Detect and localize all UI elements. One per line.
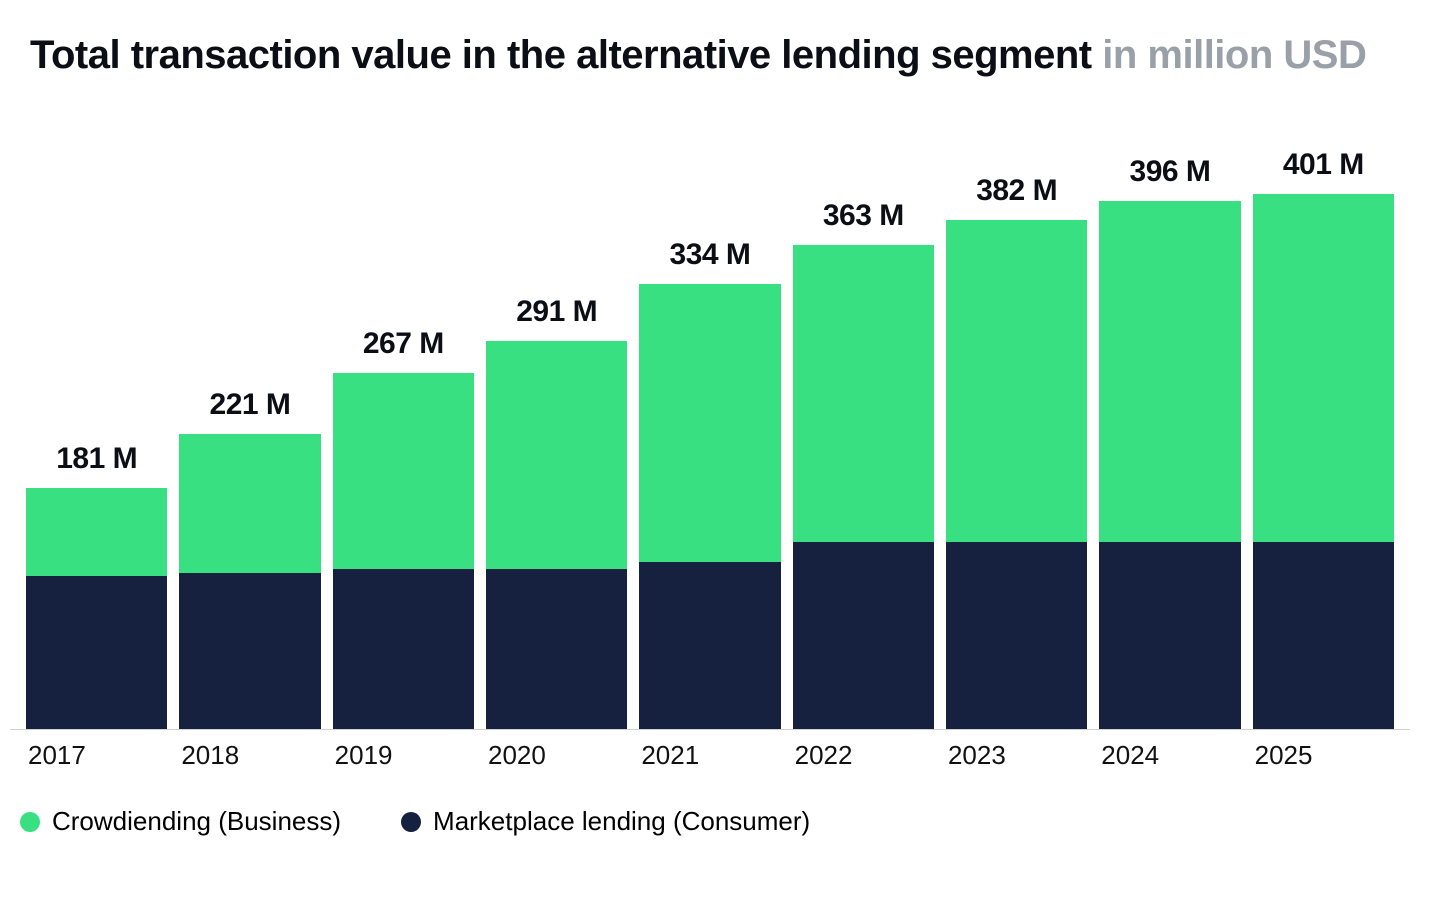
bar-group: 396 M [1099,201,1240,729]
bar-segment-marketplace [1253,542,1394,729]
bar-value-label: 334 M [639,238,780,272]
chart-title: Total transaction value in the alternati… [30,30,1410,80]
x-tick: 2024 [1099,740,1240,771]
x-tick: 2025 [1253,740,1394,771]
x-tick: 2017 [26,740,167,771]
bar-segment-crowdlending [333,373,474,569]
bar-group: 334 M [639,284,780,729]
bar-segment-crowdlending [1099,201,1240,542]
legend-item-crowdlending: Crowdiending (Business) [20,806,341,837]
bar-value-label: 267 M [333,327,474,361]
x-tick: 2019 [333,740,474,771]
bar-segment-crowdlending [1253,194,1394,542]
bar-segment-crowdlending [179,434,320,573]
chart: 181 M221 M267 M291 M334 M363 M382 M396 M… [10,130,1410,837]
bar-segment-crowdlending [26,488,167,576]
bar-segment-crowdlending [946,220,1087,543]
bar-value-label: 401 M [1253,148,1394,182]
bar-segment-marketplace [486,569,627,729]
bar-group: 181 M [26,488,167,729]
bar-group: 363 M [793,245,934,729]
legend-swatch [401,812,421,832]
x-tick: 2022 [793,740,934,771]
bar-segment-marketplace [26,576,167,729]
bar-value-label: 382 M [946,174,1087,208]
bar-group: 221 M [179,434,320,729]
x-tick: 2018 [179,740,320,771]
chart-plot-area: 181 M221 M267 M291 M334 M363 M382 M396 M… [10,130,1410,730]
bar-value-label: 363 M [793,199,934,233]
bar-value-label: 396 M [1099,155,1240,189]
bar-segment-crowdlending [639,284,780,563]
legend-label: Crowdiending (Business) [52,806,341,837]
x-tick: 2021 [639,740,780,771]
bar-segment-marketplace [639,562,780,729]
legend-item-marketplace: Marketplace lending (Consumer) [401,806,810,837]
bar-value-label: 221 M [179,388,320,422]
chart-title-sub: in million USD [1102,33,1366,77]
legend: Crowdiending (Business) Marketplace lendi… [10,806,1410,837]
bar-value-label: 181 M [26,442,167,476]
bar-group: 401 M [1253,194,1394,729]
bar-segment-marketplace [1099,542,1240,729]
chart-title-main: Total transaction value in the alternati… [30,33,1092,77]
bar-value-label: 291 M [486,295,627,329]
legend-label: Marketplace lending (Consumer) [433,806,810,837]
x-axis: 2017 2018 2019 2020 2021 2022 2023 2024 2025 [10,740,1410,771]
bar-segment-marketplace [333,569,474,729]
bar-segment-marketplace [946,542,1087,729]
x-tick: 2023 [946,740,1087,771]
bar-group: 267 M [333,373,474,729]
legend-swatch [20,812,40,832]
bar-segment-crowdlending [486,341,627,569]
bar-group: 382 M [946,220,1087,729]
x-tick: 2020 [486,740,627,771]
bar-segment-crowdlending [793,245,934,542]
bar-segment-marketplace [179,573,320,729]
bar-segment-marketplace [793,542,934,729]
bar-group: 291 M [486,341,627,729]
